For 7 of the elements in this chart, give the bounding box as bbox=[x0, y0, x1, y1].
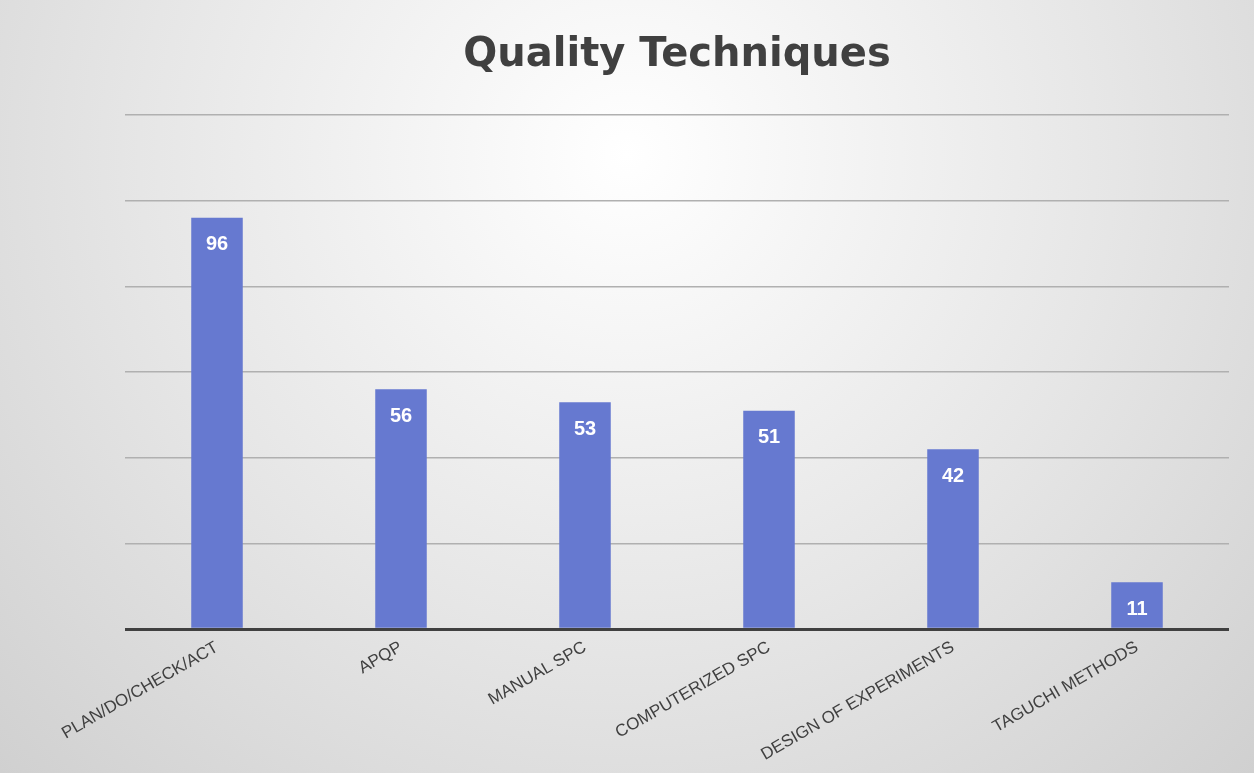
data-label: 51 bbox=[757, 425, 781, 448]
data-label: 96 bbox=[205, 232, 229, 255]
chart-title: Quality Techniques bbox=[463, 29, 891, 76]
data-label: 56 bbox=[389, 403, 413, 426]
data-label: 53 bbox=[573, 416, 597, 439]
data-label: 11 bbox=[1126, 596, 1148, 619]
data-label: 42 bbox=[941, 463, 965, 486]
